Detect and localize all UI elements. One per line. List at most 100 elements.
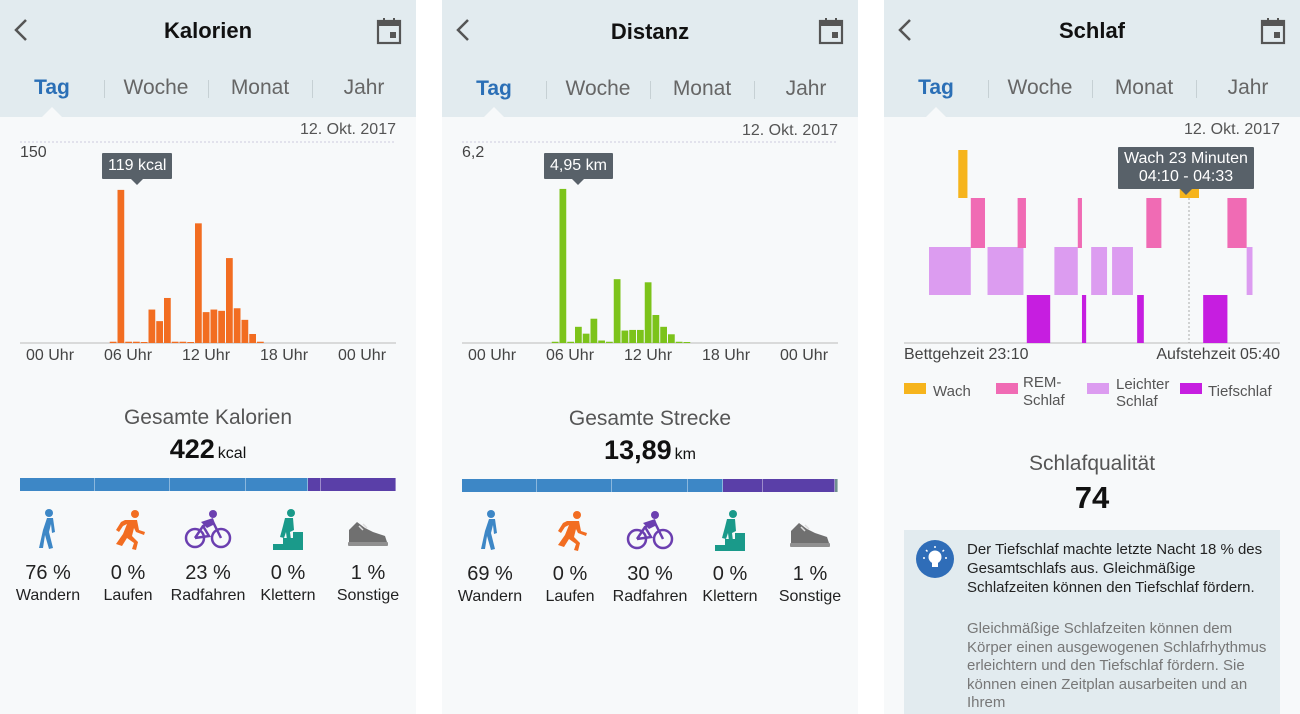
activity-sonstige: 1 % Sonstige (328, 508, 408, 605)
sleep-segment-tief[interactable] (1137, 295, 1144, 343)
calendar-icon[interactable] (376, 17, 402, 45)
chart-bar[interactable] (133, 341, 140, 343)
activity-percent: 76 % (25, 562, 71, 584)
lightbulb-icon (916, 540, 954, 578)
chart-bar[interactable] (125, 341, 132, 343)
legend-label: Schlaf (1023, 392, 1065, 409)
chart-bar[interactable] (156, 321, 163, 343)
chart-bar[interactable] (637, 329, 644, 343)
distance-chart[interactable]: 6,2 00 Uhr 06 Uhr 12 Uhr 18 Uhr 00 Uhr (442, 140, 858, 370)
tab-day[interactable]: Tag (918, 76, 954, 99)
chart-bar[interactable] (559, 188, 567, 343)
chart-bar[interactable] (117, 189, 125, 343)
chart-bar[interactable] (233, 308, 241, 343)
chart-bar[interactable] (652, 314, 660, 343)
chart-bar[interactable] (179, 341, 187, 343)
chart-tooltip: 4,95 km (544, 153, 613, 185)
tab-year[interactable]: Jahr (312, 70, 416, 110)
total-number: 13,89 (604, 435, 672, 465)
legend-label: Wach (933, 383, 971, 400)
chart-bar[interactable] (187, 342, 194, 343)
chart-bar[interactable] (660, 326, 667, 343)
chart-tooltip: 119 kcal (102, 153, 173, 185)
chart-bar[interactable] (606, 341, 613, 343)
tab-day[interactable]: Tag (34, 76, 70, 99)
tab-year[interactable]: Jahr (754, 71, 858, 111)
sleep-segment-wach[interactable] (958, 150, 968, 198)
back-arrow-icon[interactable] (10, 14, 34, 46)
back-arrow-icon[interactable] (452, 14, 476, 46)
chart-bar[interactable] (683, 342, 691, 343)
sleep-segment-leicht[interactable] (1112, 247, 1133, 295)
chart-bar[interactable] (257, 341, 264, 343)
back-arrow-icon[interactable] (894, 14, 918, 46)
chart-bar[interactable] (195, 223, 202, 343)
x-tick-label: 18 Uhr (702, 347, 751, 364)
chart-bar[interactable] (551, 341, 559, 343)
sleep-segment-rem[interactable] (1017, 198, 1026, 248)
chart-bar[interactable] (590, 318, 598, 343)
sleep-segment-rem[interactable] (1146, 198, 1162, 248)
chart-bar[interactable] (629, 329, 636, 343)
tab-week[interactable]: Woche (988, 70, 1092, 110)
activity-breakdown: 69 % Wandern 0 % Laufen 30 % Radfahren 0 % Klet… (450, 509, 850, 606)
sleep-segment-leicht[interactable] (987, 247, 1024, 295)
chart-bar[interactable] (567, 341, 574, 343)
tab-week[interactable]: Woche (546, 71, 650, 111)
chart-bar[interactable] (226, 258, 233, 343)
sleep-segment-leicht[interactable] (929, 247, 971, 295)
sleep-tip-card[interactable]: Der Tiefschlaf machte letzte Nacht 18 % … (904, 530, 1280, 714)
chart-bar[interactable] (621, 330, 629, 343)
activity-share-bar (20, 478, 396, 491)
tab-day[interactable]: Tag (476, 77, 512, 100)
tab-month[interactable]: Monat (208, 70, 312, 110)
chart-bar[interactable] (249, 333, 256, 343)
chart-bar[interactable] (171, 341, 179, 343)
sleep-segment-leicht[interactable] (1246, 247, 1253, 295)
share-segment (762, 479, 836, 492)
sleep-segment-tief[interactable] (1203, 295, 1228, 343)
date-label: 12. Okt. 2017 (299, 121, 396, 138)
chart-tooltip: Wach 23 Minuten 04:10 - 04:33 (1118, 147, 1254, 195)
chart-bar[interactable] (598, 340, 605, 343)
chart-bar[interactable] (218, 310, 225, 343)
share-segment (612, 479, 688, 492)
chart-bar[interactable] (582, 333, 590, 343)
tab-month[interactable]: Monat (650, 71, 754, 111)
chart-bar[interactable] (210, 309, 218, 343)
legend-label: Tiefschlaf (1208, 383, 1272, 400)
total-title: Gesamte Strecke (568, 407, 732, 430)
chart-bar[interactable] (668, 334, 675, 343)
chart-bar[interactable] (140, 342, 148, 343)
chart-bar[interactable] (202, 312, 210, 343)
tip-subtext: Gleichmäßige Schlafzeiten können dem Kör… (967, 620, 1267, 711)
x-tick-label: 06 Uhr (546, 347, 595, 364)
sleep-segment-rem[interactable] (1077, 198, 1082, 248)
chart-bar[interactable] (109, 341, 117, 343)
active-tab-indicator (42, 107, 62, 117)
calories-chart[interactable]: 150 00 Uhr 06 Uhr 12 Uhr 18 Uhr 00 Uhr (0, 140, 416, 370)
tab-year[interactable]: Jahr (1196, 70, 1300, 110)
tab-week[interactable]: Woche (104, 70, 208, 110)
sleep-segment-leicht[interactable] (1054, 247, 1078, 295)
calendar-icon[interactable] (818, 17, 844, 45)
chart-bar[interactable] (644, 282, 652, 343)
sleep-segment-leicht[interactable] (1091, 247, 1108, 295)
chart-bar[interactable] (164, 297, 171, 343)
sleep-segment-rem[interactable] (970, 198, 986, 248)
climbing-icon (715, 510, 745, 551)
header: Kalorien Tag Woche Monat Jahr (0, 0, 416, 117)
sleep-segment-tief[interactable] (1081, 295, 1087, 343)
chart-bar[interactable] (575, 326, 582, 343)
sleep-segment-rem[interactable] (1227, 198, 1247, 248)
sleep-segment-tief[interactable] (1026, 295, 1051, 343)
activity-label: Klettern (260, 587, 316, 604)
tab-month[interactable]: Monat (1092, 70, 1196, 110)
x-tick-label: 18 Uhr (260, 347, 309, 364)
chart-bar[interactable] (613, 279, 621, 343)
chart-bar[interactable] (675, 341, 683, 343)
calendar-icon[interactable] (1260, 17, 1286, 45)
chart-bar[interactable] (148, 309, 156, 343)
page-title: Distanz (610, 19, 690, 44)
chart-bar[interactable] (241, 319, 249, 343)
